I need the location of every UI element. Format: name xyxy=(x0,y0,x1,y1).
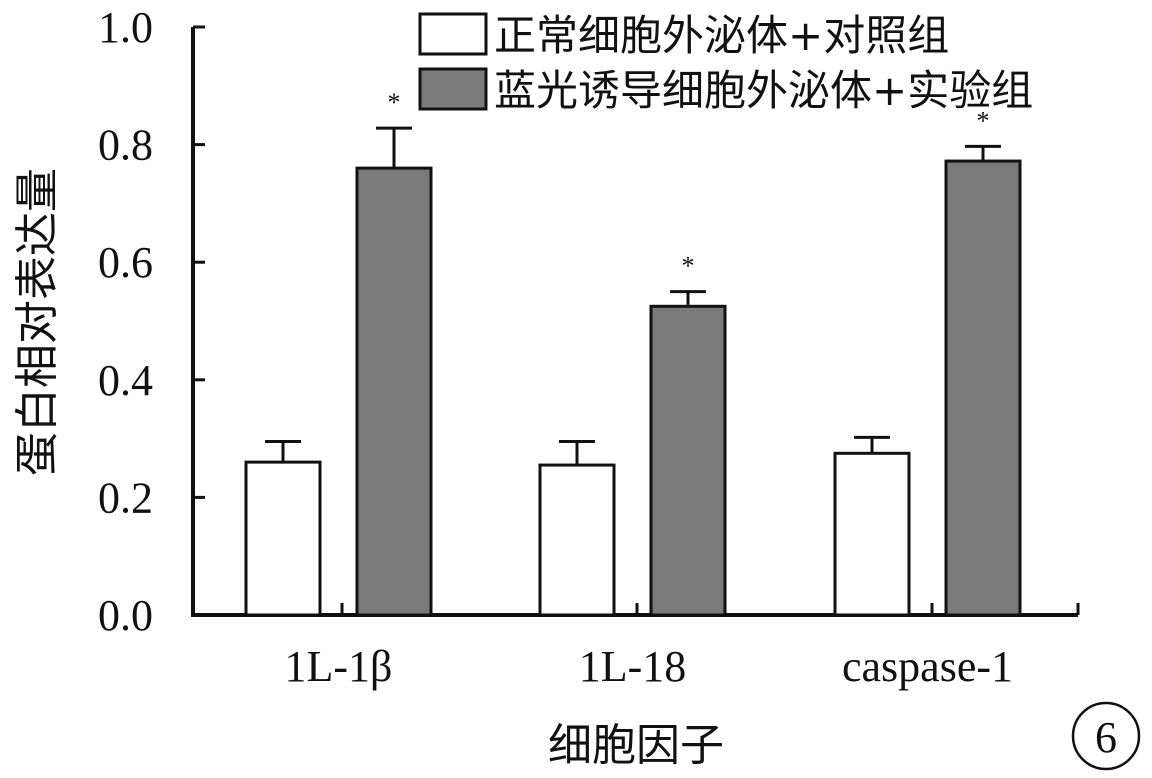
bar xyxy=(244,460,322,617)
legend-label: 正常细胞外泌体+对照组 xyxy=(494,11,949,60)
bar xyxy=(833,451,911,617)
y-tick-label: 0.6 xyxy=(98,238,153,287)
y-tick-label: 0.0 xyxy=(98,591,153,640)
panel-badge-circle xyxy=(1071,701,1141,771)
x-category-label: caspase-1 xyxy=(842,642,1013,691)
axes xyxy=(191,27,1080,617)
x-axis-title: 细胞因子 xyxy=(548,720,724,771)
bar xyxy=(649,304,727,617)
bars: * * * xyxy=(244,88,1022,617)
y-axis-title: 蛋白相对表达量 xyxy=(12,168,63,476)
y-ticks: 0.0 0.2 0.4 0.6 0.8 1.0 xyxy=(98,3,205,640)
y-tick-label: 0.4 xyxy=(98,356,153,405)
x-category-label: 1L-18 xyxy=(579,642,687,691)
legend-label: 蓝光诱导细胞外泌体+实验组 xyxy=(494,66,1033,115)
bar xyxy=(944,159,1022,617)
significance-marker: * xyxy=(388,88,401,117)
significance-marker: * xyxy=(977,106,990,135)
x-categories: 1L-1β 1L-18 caspase-1 xyxy=(285,642,1013,691)
bar xyxy=(538,463,616,617)
panel-badge-label: 6 xyxy=(1095,713,1117,762)
x-category-label: 1L-1β xyxy=(285,642,393,691)
bar xyxy=(355,166,433,617)
y-tick-label: 0.2 xyxy=(98,473,153,522)
y-tick-label: 0.8 xyxy=(98,121,153,170)
legend-swatch xyxy=(418,67,488,111)
legend-swatch xyxy=(418,12,488,56)
significance-marker: * xyxy=(682,252,695,281)
panel-badge: 6 xyxy=(1071,701,1141,771)
y-tick-label: 1.0 xyxy=(98,3,153,52)
